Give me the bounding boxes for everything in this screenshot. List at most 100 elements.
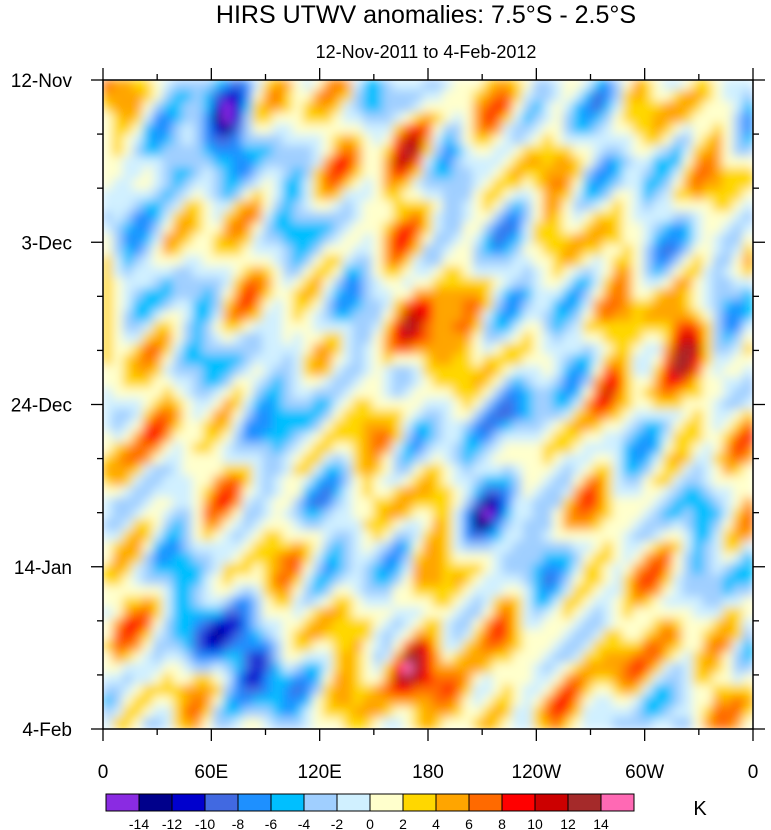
heatmap-cell [192, 695, 204, 708]
heatmap-cell [382, 552, 394, 565]
heatmap-cell [162, 288, 174, 301]
heatmap-cell [562, 508, 574, 521]
heatmap-cell [482, 145, 494, 158]
heatmap-cell [332, 442, 344, 455]
heatmap-cell [302, 409, 314, 422]
heatmap-cell [582, 486, 594, 499]
heatmap-cell [672, 497, 684, 510]
heatmap-cell [472, 90, 484, 103]
heatmap-cell [152, 189, 164, 202]
heatmap-cell [272, 695, 284, 708]
heatmap-cell [612, 167, 624, 180]
heatmap-cell [442, 277, 454, 290]
heatmap-cell [242, 431, 254, 444]
heatmap-cell [132, 585, 144, 598]
heatmap-cell [542, 453, 554, 466]
heatmap-cell [322, 365, 334, 378]
heatmap-cell [262, 552, 274, 565]
heatmap-cell [402, 519, 414, 532]
heatmap-cell [372, 332, 384, 345]
heatmap-cell [512, 673, 524, 686]
heatmap-cell [412, 288, 424, 301]
heatmap-cell [162, 431, 174, 444]
heatmap-cell [562, 519, 574, 532]
heatmap-cell [732, 101, 744, 114]
heatmap-cell [242, 112, 254, 125]
heatmap-cell [252, 178, 264, 191]
heatmap-cell [492, 101, 504, 114]
heatmap-cell [522, 321, 534, 334]
heatmap-cell [252, 200, 264, 213]
colorbar-swatch [435, 793, 470, 812]
heatmap-cell [402, 244, 414, 257]
heatmap-cell [502, 442, 514, 455]
heatmap-cell [502, 398, 514, 411]
heatmap-cell [532, 222, 544, 235]
heatmap-cell [242, 563, 254, 576]
heatmap-cell [482, 365, 494, 378]
heatmap-cell [652, 640, 664, 653]
heatmap-cell [222, 442, 234, 455]
heatmap-cell [572, 189, 584, 202]
heatmap-cell [372, 596, 384, 609]
heatmap-cell [512, 156, 524, 169]
heatmap-cell [112, 189, 124, 202]
heatmap-cell [712, 442, 724, 455]
heatmap-cell [392, 475, 404, 488]
heatmap-cell [492, 618, 504, 631]
heatmap-cell [642, 398, 654, 411]
heatmap-cell [202, 563, 214, 576]
heatmap-cell [692, 354, 704, 367]
heatmap-cell [592, 497, 604, 510]
heatmap-cell [542, 112, 554, 125]
heatmap-cell [622, 321, 634, 334]
heatmap-cell [392, 640, 404, 653]
heatmap-cell [662, 585, 674, 598]
heatmap-cell [462, 178, 474, 191]
heatmap-cell [232, 222, 244, 235]
heatmap-cell [392, 343, 404, 356]
heatmap-cell [252, 211, 264, 224]
heatmap-cell [312, 244, 324, 257]
heatmap-cell [732, 530, 744, 543]
heatmap-cell [412, 233, 424, 246]
heatmap-cell [152, 662, 164, 675]
heatmap-cell [342, 695, 354, 708]
heatmap-cell [682, 310, 694, 323]
heatmap-cell [572, 178, 584, 191]
heatmap-cell [632, 409, 644, 422]
heatmap-cell [352, 343, 364, 356]
heatmap-cell [422, 530, 434, 543]
heatmap-cell [272, 519, 284, 532]
heatmap-cell [712, 343, 724, 356]
heatmap-cell [332, 156, 344, 169]
heatmap-cell [232, 101, 244, 114]
heatmap-cell [432, 80, 444, 92]
heatmap-cell [222, 519, 234, 532]
heatmap-cell [662, 167, 674, 180]
heatmap-cell [692, 167, 704, 180]
heatmap-cell [162, 563, 174, 576]
heatmap-cell [702, 673, 714, 686]
heatmap-cell [552, 398, 564, 411]
heatmap-cell [292, 277, 304, 290]
heatmap-cell [532, 453, 544, 466]
heatmap-cell [472, 596, 484, 609]
heatmap-cell [122, 563, 134, 576]
heatmap-cell [592, 112, 604, 125]
heatmap-cell [712, 420, 724, 433]
heatmap-cell [372, 552, 384, 565]
heatmap-cell [632, 277, 644, 290]
heatmap-cell [542, 431, 554, 444]
heatmap-cell [332, 596, 344, 609]
heatmap-cell [202, 695, 214, 708]
heatmap-cell [732, 475, 744, 488]
heatmap-cell [662, 618, 674, 631]
heatmap-cell [242, 178, 254, 191]
heatmap-cell [322, 684, 334, 697]
heatmap-cell [422, 453, 434, 466]
heatmap-cell [103, 134, 114, 147]
heatmap-cell [442, 200, 454, 213]
heatmap-cell [692, 387, 704, 400]
heatmap-cell [392, 167, 404, 180]
